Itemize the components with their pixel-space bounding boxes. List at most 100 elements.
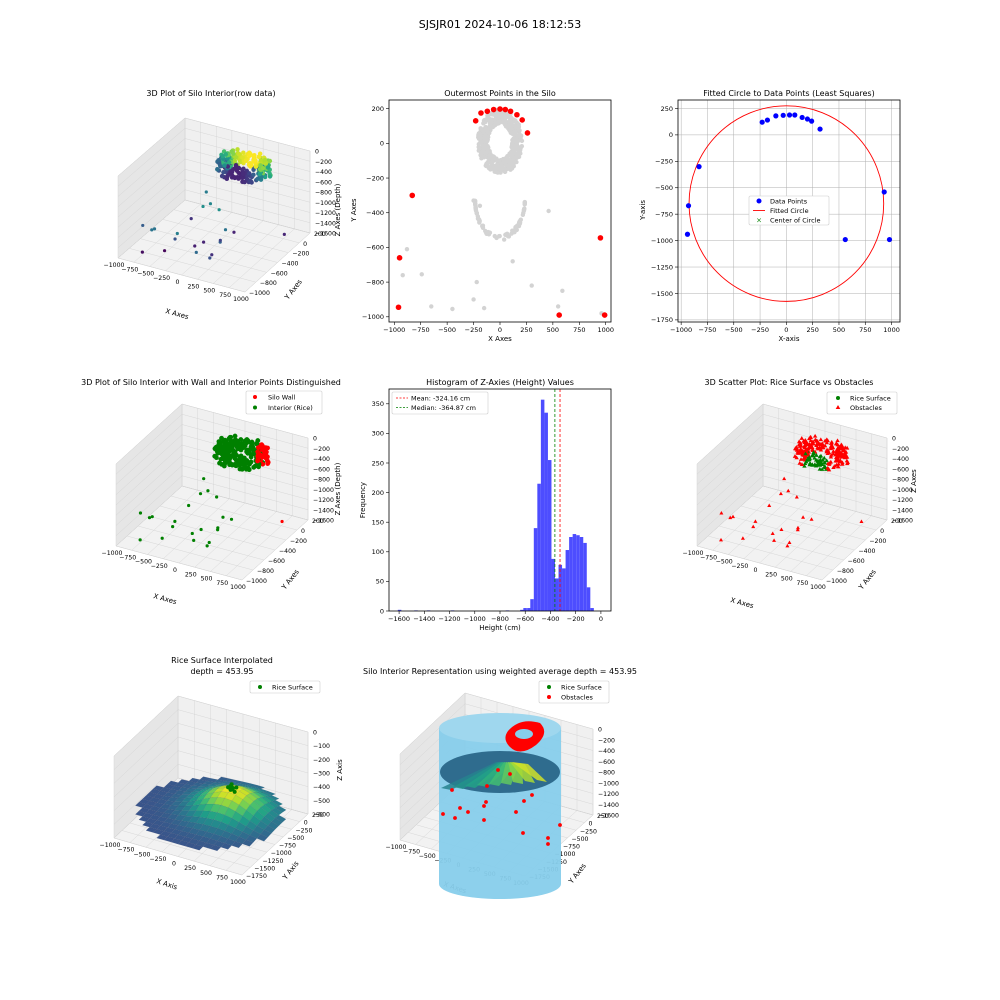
p7-ztick-label: 0	[313, 730, 317, 737]
p6-obstacle-point	[795, 527, 800, 532]
p1-ztick-label: −600	[315, 179, 332, 186]
p5-legend-mean: Mean: -324.16 cm	[411, 395, 470, 403]
p2-lower-point	[522, 202, 527, 207]
p1-ring-point	[242, 179, 247, 185]
p1-sparse-point	[223, 228, 228, 232]
p6-ring-point	[819, 467, 825, 471]
p2-sparse-point	[450, 306, 455, 312]
p7-rice-point	[226, 785, 231, 790]
p7-ytick-label: −250	[296, 827, 313, 834]
p1-grid-y	[151, 228, 278, 263]
p4-legend-interior-marker	[253, 405, 257, 410]
p2-ring-point	[515, 144, 521, 150]
p2-ring-point	[499, 166, 505, 171]
p2-ytick-label: 200	[372, 105, 384, 113]
p8-rice-surface-band	[510, 762, 535, 783]
p4-grid-z	[115, 455, 183, 516]
p6-obstacle-point	[767, 503, 772, 508]
p1-grid-z	[117, 138, 186, 197]
p2-sparse-point	[471, 297, 476, 302]
p3-legend-fitted-circle: Fitted Circle	[770, 207, 809, 215]
p6-grid-z	[762, 475, 888, 510]
p2-ring-point	[489, 125, 494, 130]
p6-obstacle-point	[787, 540, 792, 544]
p2-outer-point	[472, 118, 479, 124]
p7-xlabel: X Axis	[155, 877, 178, 891]
p2-ring-point	[492, 122, 498, 127]
p1-sparse-point	[208, 202, 213, 206]
p4-sparse-point	[216, 526, 220, 530]
p1-grid-z	[117, 189, 186, 248]
p5-bar	[576, 535, 580, 611]
p3-data-point	[685, 203, 692, 209]
p7-grid-z	[113, 709, 179, 770]
p2-sparse-point	[400, 272, 405, 278]
p2-plot-area	[389, 100, 611, 322]
p4-xtick-label: 750	[216, 580, 228, 587]
p4-ytick-label: −800	[257, 568, 274, 575]
p3-xtick-label: 500	[833, 326, 845, 334]
p4-sparse-point	[229, 517, 234, 521]
p1-sparse-point	[232, 230, 236, 234]
p1-ring-point	[257, 151, 263, 156]
p7-title: Rice Surface Interpolated	[171, 656, 273, 665]
p1-ring-point	[262, 174, 268, 180]
p1-grid-z	[184, 179, 311, 213]
p6-obstacle-point	[785, 543, 790, 548]
p3-data-point	[696, 164, 702, 170]
p1-grid-z	[184, 128, 311, 162]
p1-ring-point	[225, 164, 231, 169]
panel-histogram: Histogram of Z-Axies (Height) Values Hei…	[359, 378, 612, 632]
p4-ring-point	[234, 438, 240, 444]
p6-obstacle-point	[786, 488, 791, 493]
p2-lower-point	[492, 233, 497, 239]
p7-legend-rice: Rice Surface	[272, 684, 313, 692]
p4-grid-z	[115, 465, 183, 526]
p1-sparse-point	[141, 223, 145, 228]
p6-xtick-label: −1000	[683, 550, 704, 557]
p1-sparse-point	[208, 256, 212, 260]
p2-sparse-point	[419, 272, 424, 277]
p6-ring-point	[840, 461, 845, 466]
p6-ztick-label: −200	[892, 446, 909, 453]
p4-sparse-point	[160, 536, 164, 540]
p6-ztick-label: −1400	[892, 507, 913, 514]
p4-ytick-label: −400	[279, 548, 296, 555]
p6-obstacle-point	[719, 537, 724, 542]
panel-3d-rice-obstacles: 3D Scatter Plot: Rice Surface vs Obstacl…	[683, 378, 918, 610]
p7-ztick-label: −600	[313, 812, 330, 819]
p3-xtick-label: −500	[725, 326, 743, 334]
p1-ring-point	[263, 161, 269, 166]
p2-outer-point	[601, 312, 608, 318]
p3-ytick-label: −1250	[651, 263, 673, 271]
p8-ztick-label: −600	[598, 759, 615, 766]
p8-ztick-label: −1400	[598, 802, 619, 809]
p6-ring-point	[842, 450, 848, 455]
p5-ytick-label: 250	[372, 459, 384, 467]
p7-surface-cell	[264, 791, 276, 796]
p2-ring-point	[512, 146, 517, 151]
p4-ring-point	[238, 458, 244, 464]
figure-suptitle: SJSJR01 2024-10-06 18:12:53	[419, 18, 581, 31]
p1-ring-point	[267, 174, 273, 179]
p5-ytick-label: 200	[372, 489, 384, 497]
p2-ytick-label: −600	[366, 244, 384, 252]
p4-sparse-point	[198, 492, 203, 496]
p6-ring-point	[845, 461, 850, 466]
p3-legend-data-marker	[756, 198, 762, 204]
p1-ylabel: Y Axes	[283, 278, 304, 302]
p1-sparse-point	[193, 244, 197, 248]
p6-xtick-label: 0	[754, 567, 758, 574]
p4-ring-point	[237, 441, 243, 447]
p4-sparse-point	[199, 527, 203, 532]
p3-data-point	[817, 126, 823, 132]
p6-grid-y	[740, 505, 866, 541]
p4-ylabel: Y Axes	[280, 568, 301, 592]
p1-sparse-point	[162, 249, 167, 253]
p5-xtick-label: −200	[567, 615, 585, 623]
p2-xtick-label: 0	[498, 326, 502, 334]
p1-grid-z	[184, 117, 311, 152]
p4-ring-point	[232, 433, 238, 439]
p1-ring-point	[219, 173, 225, 179]
p8-legend: Rice Surface Obstacles	[538, 680, 610, 704]
